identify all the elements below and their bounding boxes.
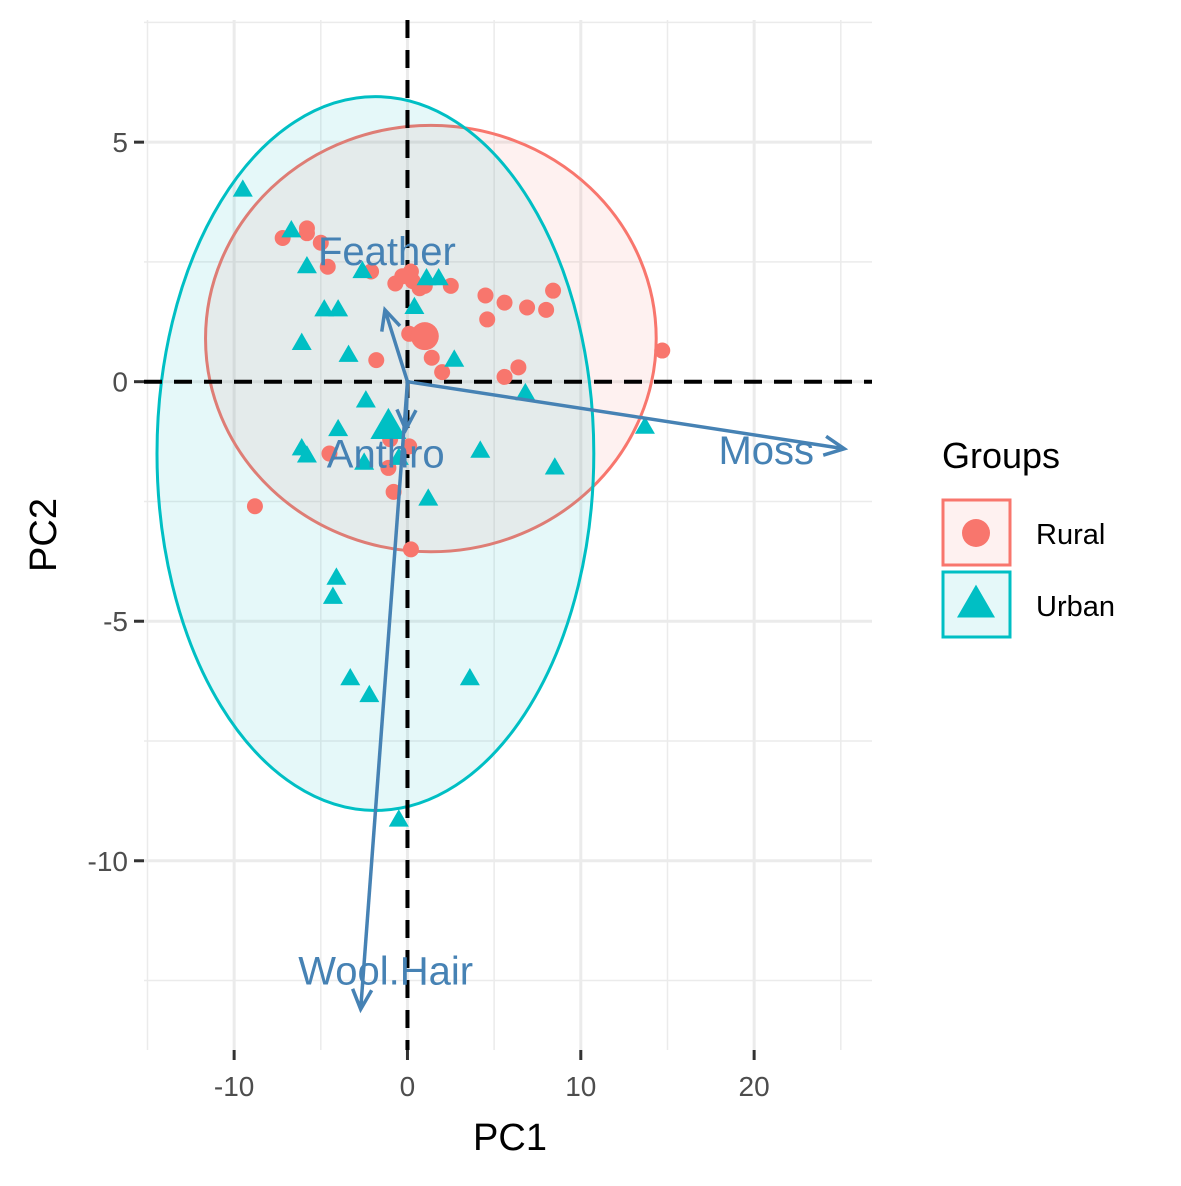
y-tick-label: 5 <box>112 127 128 158</box>
y-tick-label: -10 <box>88 846 128 877</box>
data-point-urban <box>314 299 335 317</box>
data-point-rural <box>496 368 513 385</box>
data-point-rural <box>298 225 315 242</box>
x-axis-title: PC1 <box>473 1117 547 1159</box>
loading-label-anthro: Anthro <box>327 433 445 477</box>
loading-arrow-wool-hair <box>358 381 410 1010</box>
arrow-head-feather <box>380 305 402 332</box>
data-point-urban <box>355 390 376 408</box>
data-point-rural <box>477 287 494 304</box>
data-point-rural <box>434 364 451 381</box>
centroid-urban <box>370 407 407 440</box>
data-point-rural <box>321 445 338 462</box>
x-tick-label: -10 <box>214 1071 254 1102</box>
legend-title: Groups <box>942 435 1060 476</box>
data-point-urban <box>352 260 373 279</box>
data-point-urban <box>444 349 465 367</box>
data-point-urban <box>634 416 655 434</box>
data-point-rural <box>442 277 459 294</box>
data-point-rural <box>401 438 418 455</box>
centroid-rural <box>410 322 439 351</box>
data-point-urban <box>291 332 312 350</box>
legend-label-rural: Rural <box>1036 519 1105 551</box>
legend-label-urban: Urban <box>1036 591 1115 623</box>
data-point-rural <box>496 294 513 311</box>
data-point-rural <box>312 234 329 251</box>
arrow-head-anthro <box>395 408 418 434</box>
data-point-urban <box>340 667 361 686</box>
data-point-urban <box>418 488 439 506</box>
y-tick-label: -5 <box>103 606 128 637</box>
x-tick-label: 20 <box>739 1071 770 1102</box>
data-point-urban <box>428 267 449 286</box>
loading-label-wool-hair: Wool.Hair <box>298 949 473 993</box>
data-point-urban <box>296 445 317 463</box>
data-point-urban <box>388 809 409 827</box>
data-point-rural <box>654 342 671 359</box>
loading-arrow-feather <box>383 309 410 383</box>
data-point-urban <box>296 255 317 274</box>
data-point-urban <box>388 447 409 465</box>
arrow-head-moss <box>822 434 849 457</box>
data-point-urban <box>328 418 349 437</box>
data-point-rural <box>510 359 527 376</box>
point-layer <box>232 179 671 827</box>
loading-label-moss: Moss <box>718 429 814 473</box>
loading-label-feather: Feather <box>318 230 456 274</box>
data-point-urban <box>515 382 536 401</box>
data-point-urban <box>232 179 253 197</box>
data-point-rural <box>402 541 419 558</box>
data-point-rural <box>246 498 263 515</box>
data-point-rural <box>545 282 562 299</box>
loading-arrows: Feather Anthro Moss Wool.Hair <box>298 230 849 1014</box>
legend: Groups Rural Urban <box>941 435 1115 639</box>
data-point-urban <box>404 296 425 315</box>
data-point-rural <box>319 258 336 275</box>
data-point-urban <box>470 440 491 458</box>
x-tick-label: 10 <box>565 1071 596 1102</box>
data-point-rural <box>387 275 404 292</box>
y-axis-title: PC2 <box>23 498 65 572</box>
data-point-rural <box>519 299 536 316</box>
data-point-rural <box>368 352 385 369</box>
legend-symbol-urban <box>957 584 995 618</box>
data-point-urban <box>322 586 343 604</box>
data-point-urban <box>544 457 565 475</box>
y-tick-label: 0 <box>112 367 128 398</box>
data-point-urban <box>459 667 480 686</box>
data-point-urban <box>281 220 302 238</box>
data-point-rural <box>479 311 496 328</box>
data-point-rural <box>538 301 555 318</box>
data-point-urban <box>326 567 347 585</box>
x-tick-label: 0 <box>400 1071 416 1102</box>
legend-entries: Rural Urban <box>941 498 1115 639</box>
data-point-rural <box>423 349 440 366</box>
loading-arrow-moss <box>407 379 845 451</box>
data-point-urban <box>354 452 375 470</box>
data-point-urban <box>359 684 380 703</box>
arrow-head-wool-hair <box>350 988 374 1014</box>
data-point-urban <box>338 344 359 362</box>
legend-symbol-rural <box>962 519 990 547</box>
data-point-urban <box>328 299 349 317</box>
axis-ticks: -10 0 10 20 5 0 -5 -10 <box>88 127 770 1102</box>
